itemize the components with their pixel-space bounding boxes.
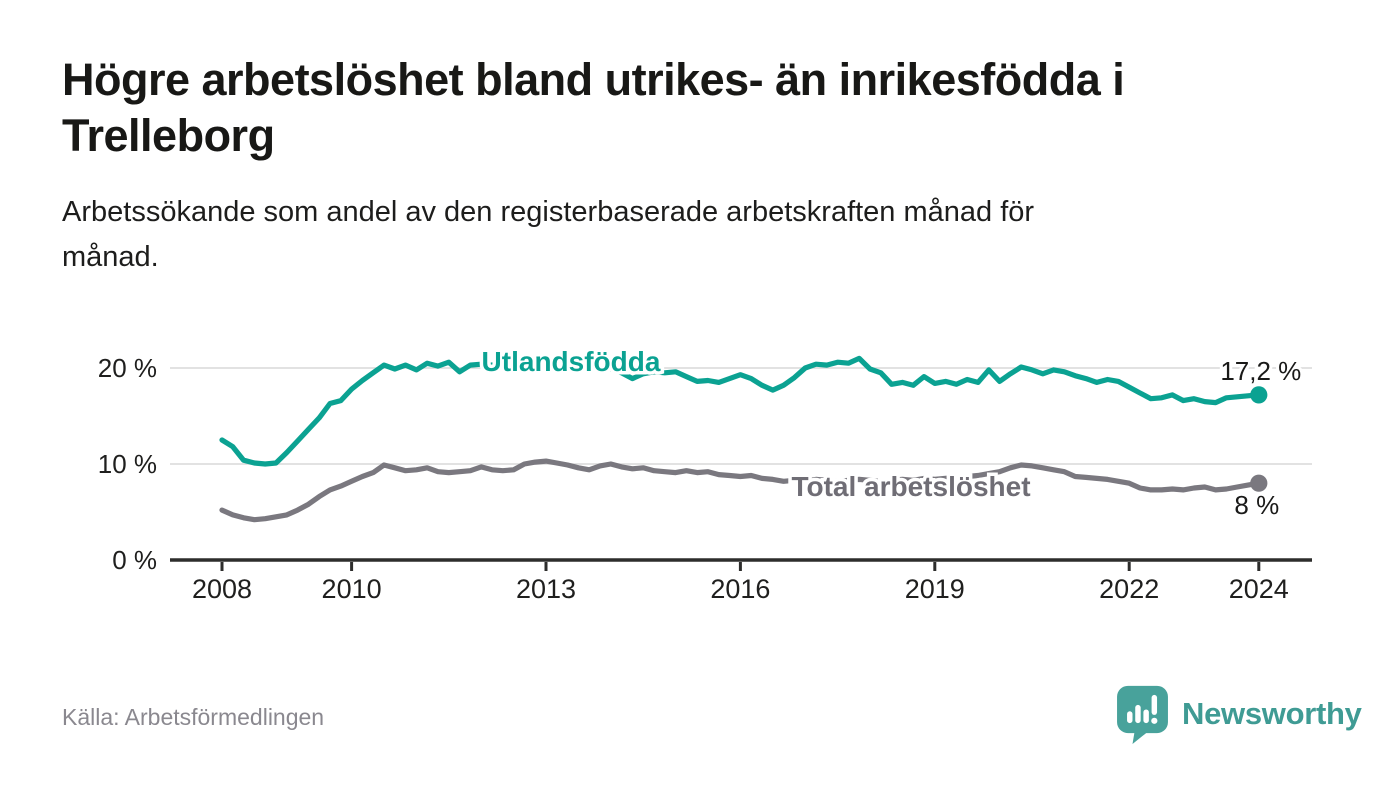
x-axis-label-2024: 2024 [1229, 574, 1289, 604]
x-axis-label-2013: 2013 [516, 574, 576, 604]
x-axis-label-2016: 2016 [710, 574, 770, 604]
page-title: Högre arbetslöshet bland utrikes- än inr… [62, 54, 1125, 161]
x-axis-label-2008: 2008 [192, 574, 252, 604]
bar-tall [1135, 704, 1141, 724]
newsworthy-wordmark: Newsworthy [1182, 696, 1362, 731]
x-axis-label-2022: 2022 [1099, 574, 1159, 604]
series-total-arbetsloshet-endpoint-dot [1250, 474, 1268, 492]
bar-small [1127, 711, 1133, 724]
exclamation-dot [1151, 717, 1158, 724]
unemployment-line-chart: 0 % 10 % 20 % 2008 2010 2013 2016 2019 2022 2024 1… [98, 343, 1312, 604]
y-axis-label-10: 10 % [98, 449, 157, 479]
y-axis-label-20: 20 % [98, 353, 157, 383]
series-utlandsfodda-endpoint-dot [1250, 386, 1268, 404]
series-total-arbetsloshet-label: Total arbetslöshet [791, 471, 1030, 502]
series-utlandsfodda-value-label: 17,2 % [1220, 356, 1301, 386]
source-caption: Källa: Arbetsförmedlingen [62, 704, 325, 730]
bar-medium [1143, 709, 1149, 724]
newsworthy-icon [1117, 685, 1168, 744]
newsworthy-logo[interactable]: Newsworthy [1115, 684, 1362, 744]
speech-bubble-shape [1117, 685, 1168, 744]
x-axis-label-2010: 2010 [322, 574, 382, 604]
series-utlandsfodda-label: Utlandsfödda [482, 346, 661, 377]
exclamation-bar [1151, 694, 1158, 715]
series-total-arbetsloshet-line [219, 458, 1262, 523]
x-axis-label-2019: 2019 [905, 574, 965, 604]
y-axis-label-0: 0 % [112, 545, 157, 575]
series-total-arbetsloshet-value-label: 8 % [1234, 490, 1279, 520]
series-utlandsfodda-line [219, 355, 1262, 467]
page-subtitle: Arbetssökande som andel av den registerb… [62, 196, 1035, 273]
